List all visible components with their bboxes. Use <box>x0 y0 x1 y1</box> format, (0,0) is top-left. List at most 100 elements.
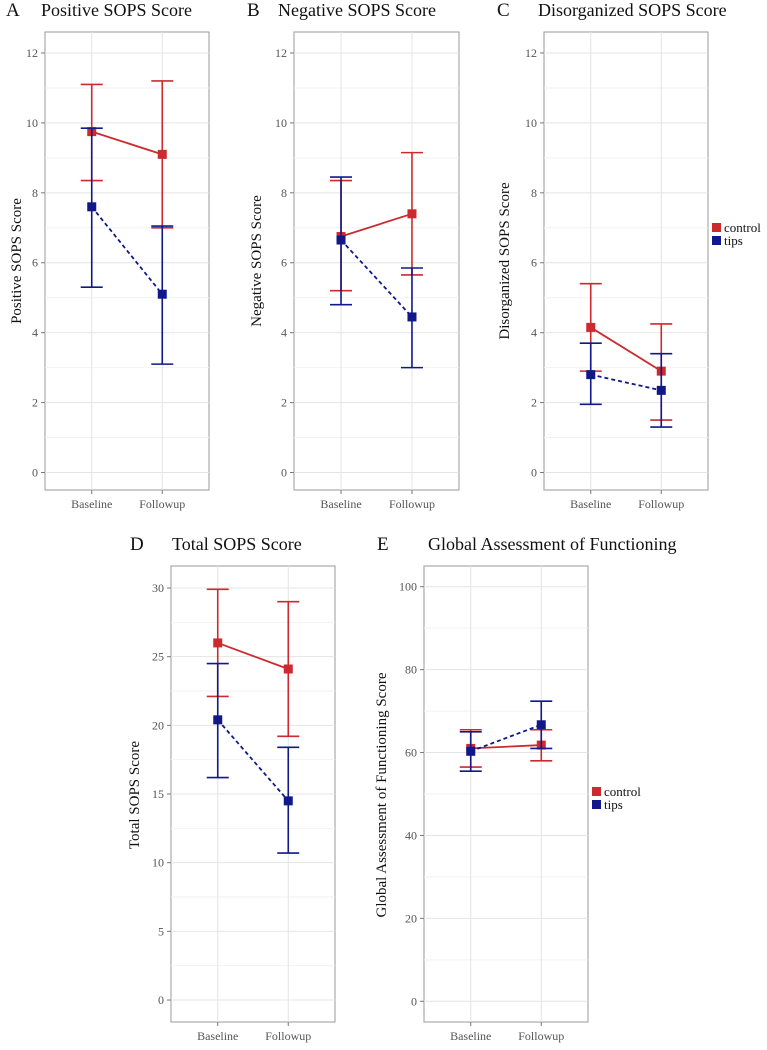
plot-area <box>44 31 210 491</box>
data-point <box>586 370 596 380</box>
y-axis-title: Positive SOPS Score <box>9 198 25 324</box>
panel-b: B Negative SOPS Score 0 2 4 6 8 10 12 Baseline Fol… <box>247 0 460 511</box>
panel-d: D Total SOPS Score 0 5 10 15 20 25 30 Baseline Fol… <box>127 534 336 1043</box>
legend-swatch <box>712 236 721 245</box>
data-point <box>213 638 223 648</box>
y-tick-label: 20 <box>405 911 417 925</box>
x-tick-label: Followup <box>518 1029 564 1043</box>
data-point <box>586 322 596 332</box>
data-point <box>283 664 293 674</box>
series-line <box>470 744 542 750</box>
y-tick-label: 40 <box>405 828 417 842</box>
panel-title: Global Assessment of Functioning <box>428 534 677 554</box>
data-point <box>407 209 417 219</box>
series-line <box>217 719 289 802</box>
y-tick-label: 12 <box>26 46 38 60</box>
y-tick-label: 0 <box>531 466 537 480</box>
y-tick-label: 15 <box>152 787 164 801</box>
data-point <box>283 796 293 806</box>
y-axis-title: Global Assessment of Functioning Score <box>374 672 390 917</box>
y-tick-label: 8 <box>531 186 537 200</box>
legend-swatch <box>592 787 601 796</box>
y-tick-label: 8 <box>281 186 287 200</box>
y-tick-label: 100 <box>399 580 417 594</box>
series-tips <box>330 176 423 369</box>
series-tips <box>579 342 673 428</box>
y-tick-label: 2 <box>281 396 287 410</box>
series-line <box>91 206 163 295</box>
legend-label: control <box>604 784 641 799</box>
y-tick-label: 6 <box>32 256 38 270</box>
panel-title: Negative SOPS Score <box>278 0 436 20</box>
plot-area <box>543 31 709 491</box>
legend-label: control <box>724 220 761 235</box>
data-point <box>157 149 167 159</box>
panel-c: C Disorganized SOPS Score 0 2 4 6 8 10 12 Baselin… <box>497 0 761 511</box>
x-tick-label: Baseline <box>320 497 361 511</box>
x-tick-label: Followup <box>265 1029 311 1043</box>
panel-letter: C <box>497 0 510 21</box>
series-tips <box>206 662 300 854</box>
panel-letter: A <box>6 0 20 21</box>
y-tick-label: 25 <box>152 650 164 664</box>
plot-area <box>293 31 460 491</box>
data-point <box>407 312 417 322</box>
y-tick-label: 10 <box>26 116 38 130</box>
y-tick-label: 10 <box>275 116 287 130</box>
panel-title: Disorganized SOPS Score <box>538 0 727 20</box>
data-point <box>466 746 476 756</box>
panel-letter: E <box>377 534 389 555</box>
y-tick-label: 12 <box>525 46 537 60</box>
y-tick-label: 12 <box>275 46 287 60</box>
y-tick-label: 6 <box>281 256 287 270</box>
series-line <box>91 130 163 156</box>
y-tick-label: 10 <box>152 856 164 870</box>
y-tick-label: 4 <box>531 326 537 340</box>
data-point <box>157 289 167 299</box>
data-point <box>213 715 223 725</box>
data-point <box>87 202 97 212</box>
y-tick-label: 20 <box>152 718 164 732</box>
series-line <box>340 212 413 238</box>
y-tick-label: 4 <box>32 326 38 340</box>
legend-swatch <box>592 800 601 809</box>
y-tick-label: 2 <box>531 396 537 410</box>
series-line <box>470 723 542 753</box>
y-tick-label: 0 <box>411 994 417 1008</box>
series-line <box>590 326 662 372</box>
y-tick-label: 0 <box>158 993 164 1007</box>
panel-title: Total SOPS Score <box>172 534 302 554</box>
x-tick-label: Followup <box>638 497 684 511</box>
x-tick-label: Baseline <box>197 1029 238 1043</box>
y-tick-label: 10 <box>525 116 537 130</box>
series-line <box>340 239 413 318</box>
data-point <box>536 720 546 730</box>
panel-a: A Positive SOPS Score 0 2 4 6 8 10 12 Baseline Fol… <box>6 0 210 511</box>
y-tick-label: 2 <box>32 396 38 410</box>
series-line <box>590 373 662 392</box>
y-axis-title: Total SOPS Score <box>127 741 143 849</box>
data-point <box>336 235 346 245</box>
y-tick-label: 60 <box>405 746 417 760</box>
panel-e: E Global Assessment of Functioning 0 20 40 60… <box>374 534 677 1043</box>
panel-letter: D <box>130 534 144 555</box>
y-tick-label: 30 <box>152 581 164 595</box>
x-tick-label: Baseline <box>450 1029 491 1043</box>
y-tick-label: 6 <box>531 256 537 270</box>
x-tick-label: Followup <box>389 497 435 511</box>
legend-label: tips <box>724 233 743 248</box>
x-tick-label: Baseline <box>71 497 112 511</box>
series-tips <box>80 127 174 365</box>
y-axis-title: Negative SOPS Score <box>249 195 265 327</box>
y-tick-label: 8 <box>32 186 38 200</box>
legend-swatch <box>712 223 721 232</box>
y-tick-label: 80 <box>405 663 417 677</box>
x-tick-label: Followup <box>139 497 185 511</box>
y-tick-label: 5 <box>158 924 164 938</box>
y-tick-label: 4 <box>281 326 287 340</box>
y-axis-title: Disorganized SOPS Score <box>497 182 513 340</box>
